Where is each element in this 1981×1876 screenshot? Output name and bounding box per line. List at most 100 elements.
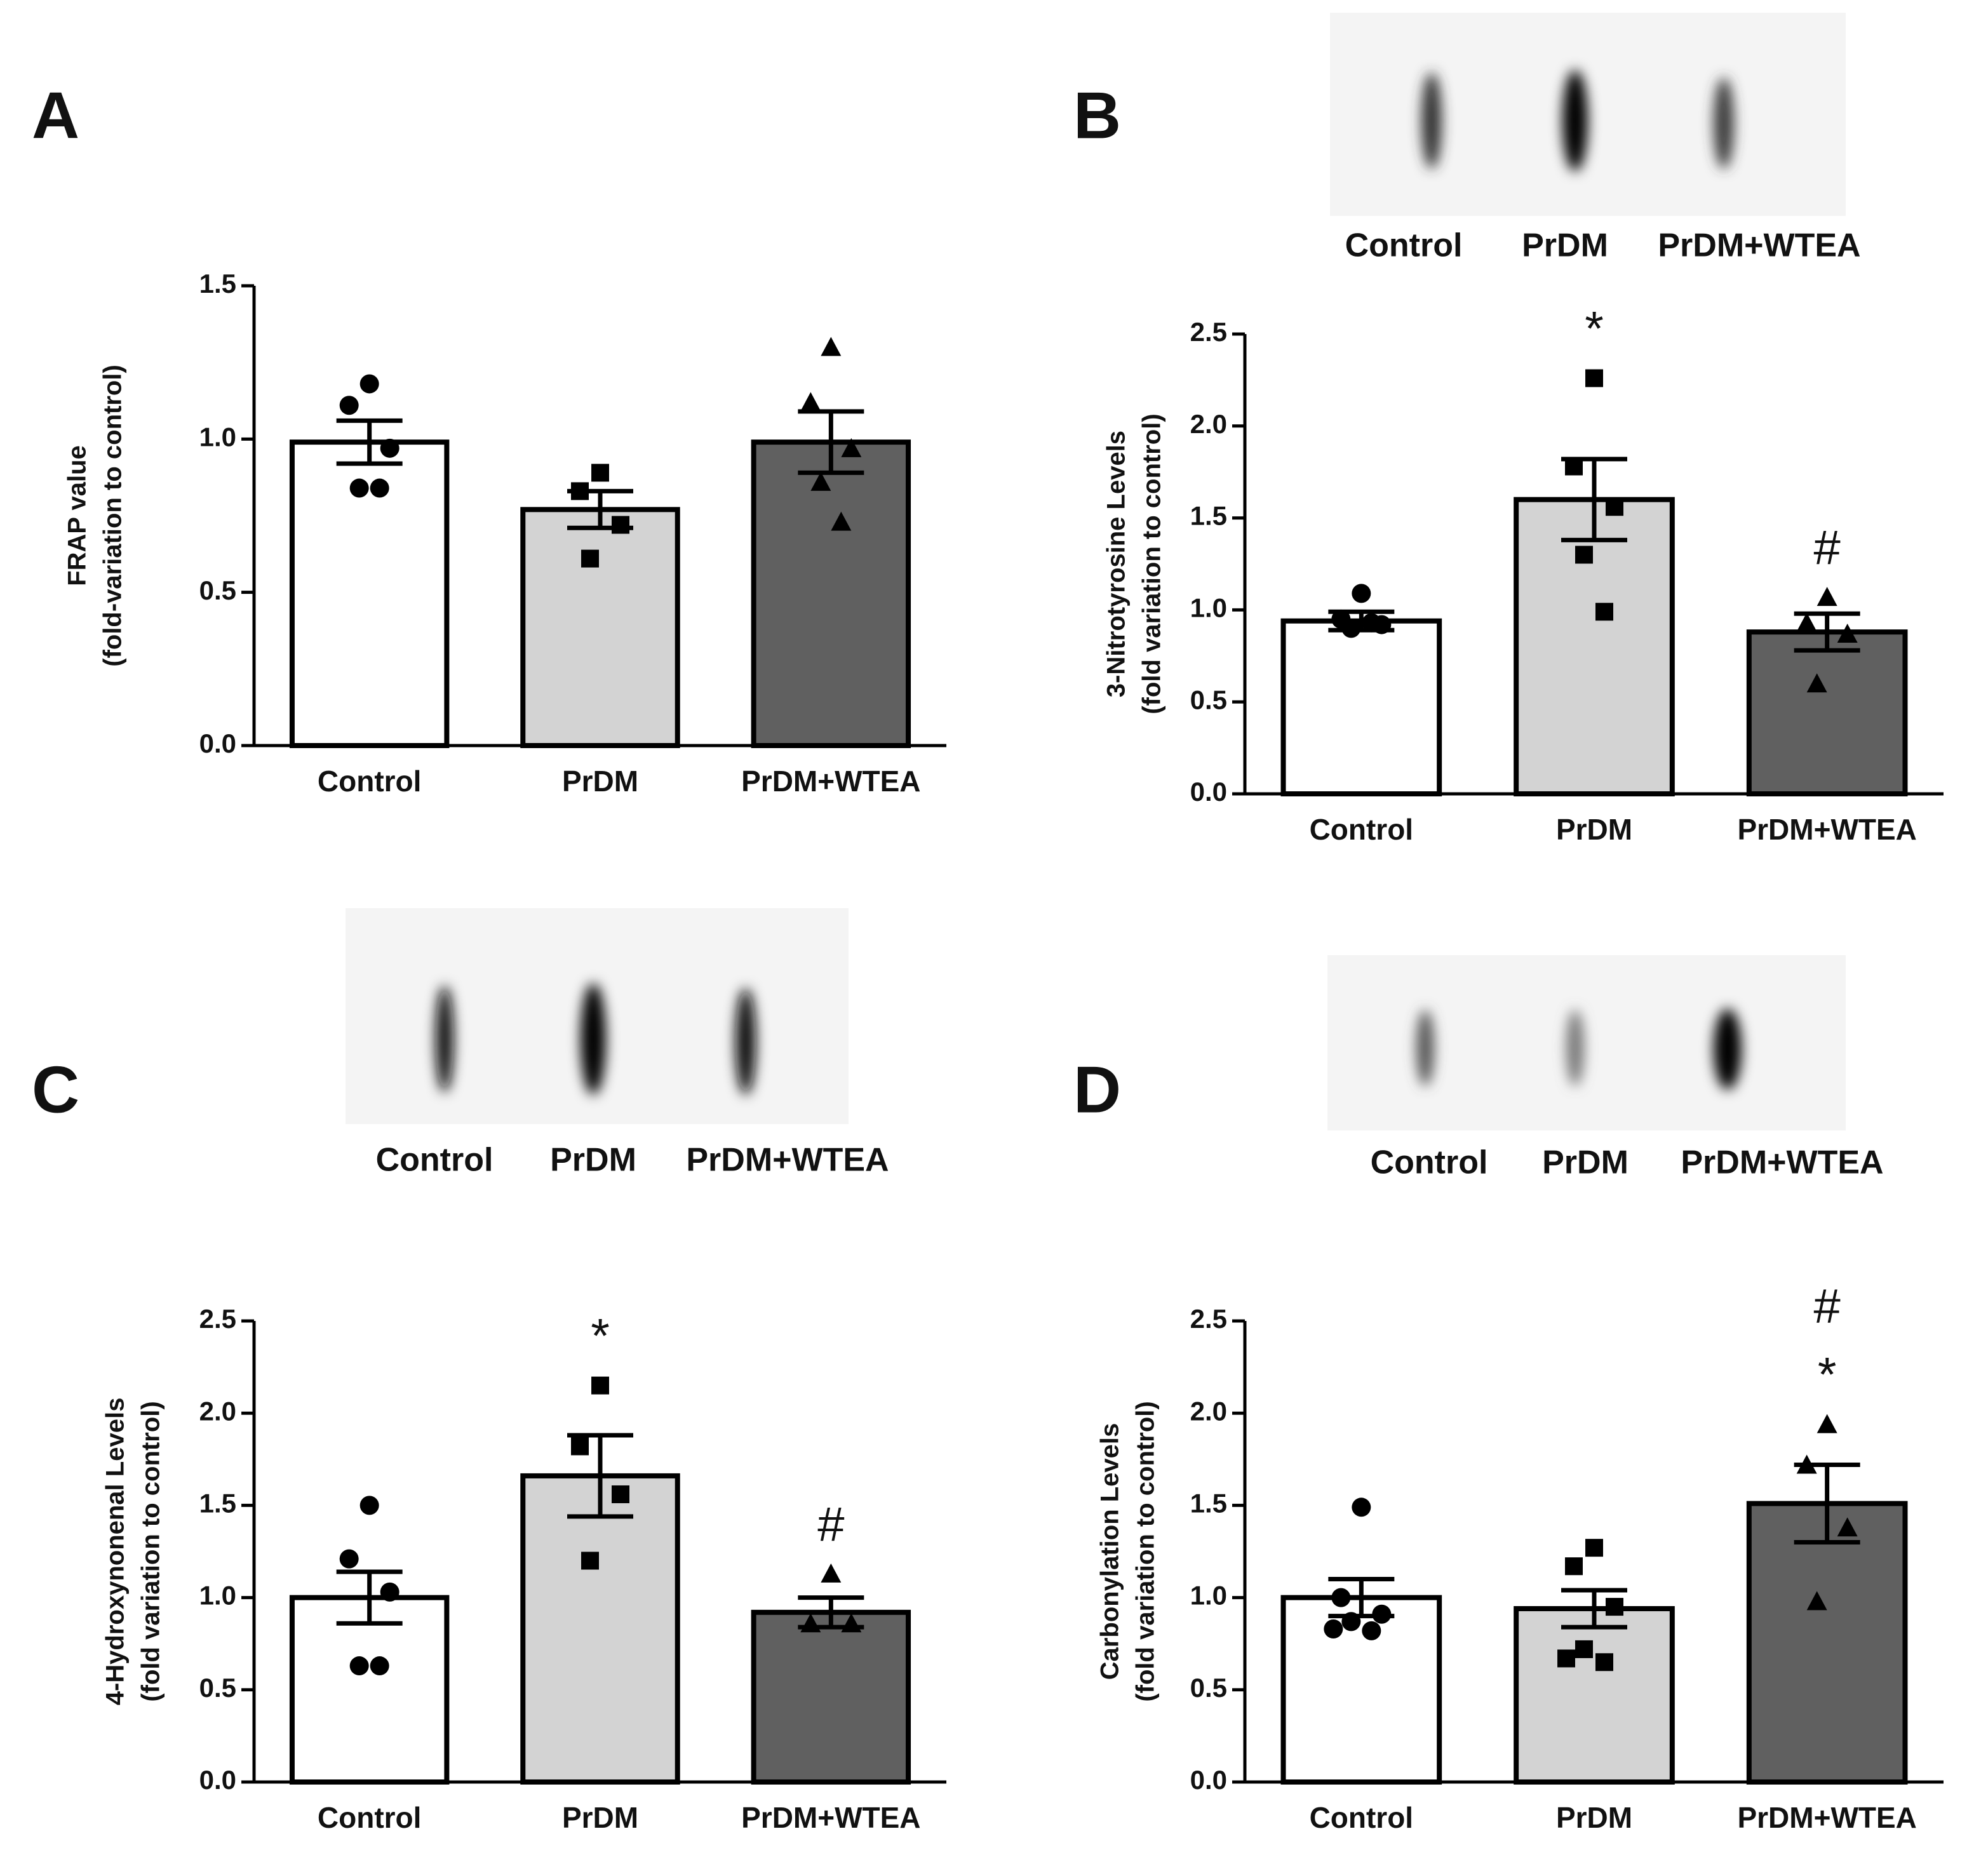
- y-tick-label: 1.0: [199, 422, 236, 452]
- data-point: [339, 1549, 359, 1569]
- data-point: [1575, 546, 1593, 564]
- data-point: [1806, 673, 1827, 693]
- x-tick-label: PrDM+WTEA: [1737, 1801, 1916, 1834]
- data-point: [1362, 1621, 1381, 1640]
- data-point: [1796, 612, 1817, 632]
- y-axis-label: 4-Hydroxynonenal Levels: [102, 1398, 130, 1706]
- data-point: [1606, 1598, 1623, 1616]
- y-tick-label: 0.5: [199, 575, 236, 605]
- y-tick-label: 0.0: [199, 1765, 236, 1795]
- y-tick-label: 0.0: [1190, 1765, 1227, 1795]
- panel-d: D Carbonylation Levels (fold variation to …: [1073, 1053, 1944, 1834]
- x-tick-label: PrDM: [562, 765, 638, 798]
- data-point: [349, 478, 369, 498]
- blot-label: PrDM+WTEA: [686, 1142, 889, 1179]
- data-point: [1837, 624, 1858, 643]
- blot-label: PrDM: [1522, 227, 1608, 264]
- annotation: #: [1814, 1280, 1841, 1334]
- data-point: [339, 396, 359, 415]
- x-tick-label: PrDM: [1556, 813, 1632, 846]
- data-point: [1372, 1604, 1392, 1624]
- bar: [520, 1473, 680, 1785]
- data-point: [581, 549, 599, 568]
- data-point: [571, 482, 589, 500]
- data-point: [1796, 1454, 1817, 1474]
- blot-image-c: [346, 908, 849, 1124]
- y-tick-label: 2.5: [1190, 317, 1227, 347]
- annotation: #: [1814, 521, 1841, 575]
- data-point: [571, 1437, 589, 1456]
- y-tick-label: 2.5: [1190, 1304, 1227, 1334]
- y-tick-label: 0.5: [1190, 685, 1227, 714]
- panel-letter: A: [32, 79, 79, 152]
- data-point: [1585, 1539, 1603, 1557]
- bar: [1514, 1606, 1675, 1785]
- data-point: [1565, 1557, 1583, 1576]
- bar: [1280, 618, 1442, 796]
- data-point: [380, 438, 400, 458]
- bar: [289, 1595, 450, 1785]
- bar: [751, 439, 911, 748]
- annotation: *: [1818, 1348, 1837, 1402]
- data-point: [1341, 1612, 1361, 1631]
- data-point: [1362, 613, 1381, 633]
- data-point: [800, 392, 821, 412]
- data-point: [591, 464, 609, 482]
- y-tick-label: 0.0: [199, 728, 236, 758]
- blot-label: Control: [376, 1142, 494, 1179]
- data-point: [800, 1613, 821, 1633]
- data-point: [380, 1582, 400, 1602]
- panel-c: C 4-Hydroxynonenal Levels (fold variation …: [32, 1053, 946, 1834]
- y-tick-label: 1.5: [1190, 1488, 1227, 1518]
- y-tick-label: 1.0: [1190, 1581, 1227, 1611]
- x-tick-label: PrDM+WTEA: [741, 1801, 920, 1834]
- data-point: [821, 1563, 842, 1583]
- blot-label: Control: [1371, 1144, 1488, 1181]
- annotation: #: [817, 1497, 844, 1551]
- y-axis-label: (fold-variation to control): [99, 365, 127, 667]
- data-point: [1595, 603, 1613, 621]
- data-point: [359, 374, 379, 394]
- bar: [751, 1609, 911, 1785]
- y-tick-label: 2.5: [199, 1304, 236, 1334]
- y-axis-label: FRAP value: [64, 445, 91, 586]
- data-point: [1324, 1619, 1343, 1638]
- data-point: [370, 478, 389, 498]
- data-point: [1352, 584, 1371, 603]
- data-point: [1585, 369, 1603, 387]
- x-tick-label: PrDM: [562, 1801, 638, 1834]
- data-point: [612, 1485, 629, 1503]
- data-point: [841, 438, 862, 457]
- data-point: [1595, 1653, 1613, 1672]
- panel-letter: D: [1073, 1053, 1121, 1127]
- annotation: *: [1585, 302, 1604, 356]
- blot-label: PrDM+WTEA: [1681, 1144, 1883, 1181]
- data-point: [821, 337, 842, 356]
- x-tick-label: Control: [1310, 813, 1414, 846]
- annotation: *: [591, 1310, 610, 1363]
- data-point: [612, 516, 629, 534]
- y-tick-label: 2.0: [1190, 1396, 1227, 1426]
- data-point: [1352, 1497, 1371, 1517]
- x-tick-label: PrDM: [1556, 1801, 1632, 1834]
- data-point: [810, 471, 831, 491]
- data-point: [1837, 1517, 1858, 1537]
- y-axis-label: Carbonylation Levels: [1096, 1423, 1124, 1680]
- data-point: [359, 1496, 379, 1515]
- y-axis-label: (fold variation to control): [1138, 413, 1166, 714]
- y-tick-label: 1.5: [199, 1488, 236, 1518]
- data-point: [831, 511, 852, 531]
- y-tick-label: 1.0: [1190, 593, 1227, 622]
- blot-label: PrDM+WTEA: [1658, 227, 1860, 264]
- y-tick-label: 2.0: [1190, 409, 1227, 439]
- x-tick-label: Control: [318, 1801, 422, 1834]
- blot-label: Control: [1345, 227, 1463, 264]
- y-tick-label: 1.0: [199, 1581, 236, 1611]
- y-tick-label: 1.5: [199, 269, 236, 298]
- blot-image-b: [1330, 13, 1846, 216]
- y-tick-label: 0.0: [1190, 777, 1227, 807]
- bar: [1746, 1501, 1908, 1785]
- data-point: [370, 1656, 389, 1676]
- data-point: [1575, 1640, 1593, 1658]
